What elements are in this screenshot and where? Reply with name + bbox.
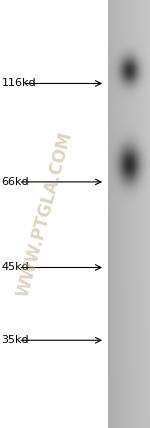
Text: WWW.PTGLA.COM: WWW.PTGLA.COM bbox=[14, 129, 76, 299]
Text: 45kd: 45kd bbox=[2, 262, 29, 273]
Text: 35kd: 35kd bbox=[2, 335, 29, 345]
Text: 116kd: 116kd bbox=[2, 78, 36, 89]
Text: 66kd: 66kd bbox=[2, 177, 29, 187]
